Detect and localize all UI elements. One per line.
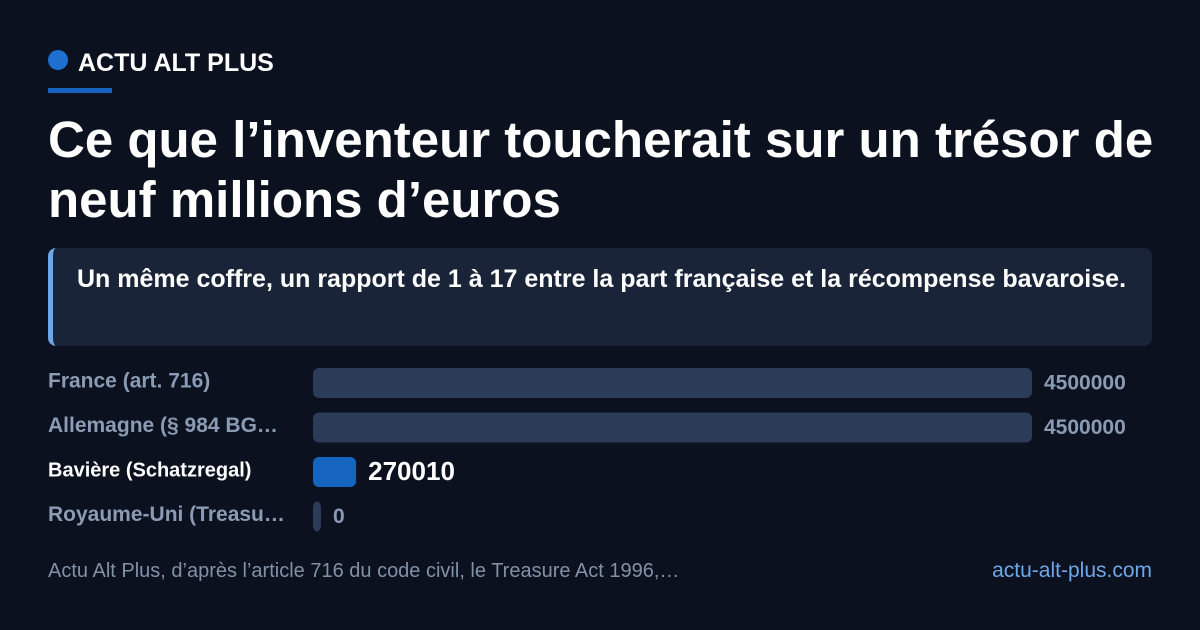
value-label: 270010 (368, 456, 455, 486)
category-label: France (art. 716) (48, 370, 210, 393)
subtitle: Un même coffre, un rapport de 1 à 17 ent… (48, 248, 1152, 346)
category-label: Royaume-Uni (Treasu… (48, 503, 285, 526)
footer-url[interactable]: actu-alt-plus.com (992, 559, 1152, 582)
bar (313, 368, 1032, 398)
category-label: Allemagne (§ 984 BG… (48, 414, 278, 437)
brand-dot (48, 50, 68, 70)
chart: France (art. 716) 4500000 Allemagne (§ 984… (48, 368, 1126, 532)
brand-rule (48, 88, 112, 93)
value-label: 4500000 (1044, 416, 1126, 439)
bar (313, 412, 1032, 443)
brand: ACTU ALT PLUS (78, 49, 274, 77)
source: Actu Alt Plus, d’après l’article 716 du … (48, 560, 680, 582)
value-label: 4500000 (1044, 372, 1126, 395)
chart-title: Ce que l’inventeur toucherait sur un tré… (48, 111, 1154, 228)
value-label: 0 (333, 505, 345, 528)
bar (313, 501, 321, 532)
category-label: Bavière (Schatzregal) (48, 459, 251, 481)
bar (313, 457, 357, 487)
